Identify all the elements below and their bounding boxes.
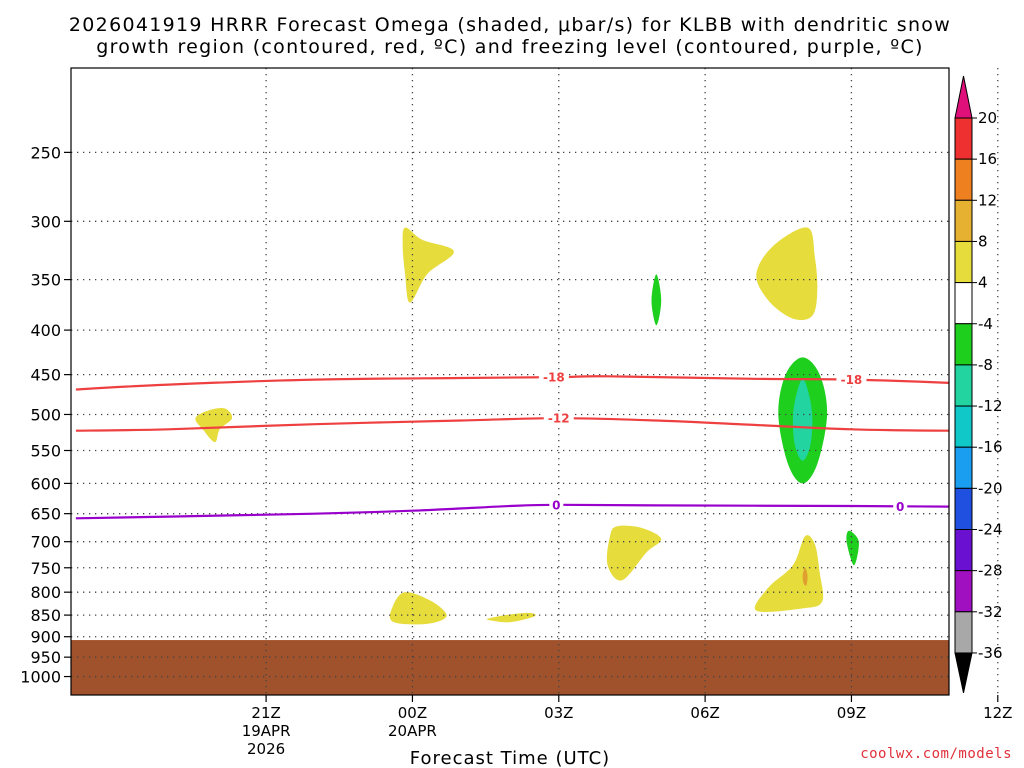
- omega-region-orange: [802, 567, 808, 586]
- colorbar-label: -36: [978, 644, 1003, 662]
- colorbar-label: -12: [978, 397, 1003, 415]
- colorbar-bin: [954, 487, 973, 531]
- colorbar-bin: [954, 570, 973, 613]
- colorbar-label: 12: [978, 191, 997, 209]
- contour-label-bg: [549, 497, 564, 512]
- contour-label-bg: [543, 411, 574, 426]
- colorbar-bin: [954, 611, 973, 654]
- contour-label: 0: [552, 498, 560, 512]
- colorbar-bin: [954, 240, 973, 284]
- colorbar-bin: [954, 405, 973, 448]
- colorbar-label: 20: [978, 109, 997, 127]
- y-tick-label: 950: [30, 648, 61, 667]
- omega-region-yellow: [756, 227, 818, 321]
- omega-shading: [195, 227, 859, 625]
- grid-lines: [71, 68, 999, 695]
- colorbar-label: -4: [978, 315, 993, 333]
- y-tick-label: 500: [30, 405, 61, 424]
- omega-region-yellow: [389, 592, 447, 625]
- colorbar-label: -16: [978, 438, 1003, 456]
- contour-line: [75, 417, 949, 432]
- chart-title-line2: growth region (contoured, red, ºC) and f…: [96, 36, 924, 58]
- omega-region-teal: [792, 378, 813, 461]
- omega-colorbar: 20 16 12 8 4 -4 -8 -12 -16 -20 -24 -28 -32 -36: [954, 75, 1003, 694]
- omega-region-yellow: [195, 407, 233, 443]
- x-tick-label: 06Z: [690, 704, 719, 722]
- omega-region-yellow: [754, 535, 824, 612]
- omega-region-green: [846, 530, 859, 566]
- plot-frame: [70, 67, 950, 696]
- x-tick-label: 12Z: [983, 704, 1012, 722]
- colorbar-label: -20: [978, 479, 1003, 497]
- y-tick-label: 450: [30, 366, 61, 385]
- y-axis-ticks: 250 300 350 400 450 500 550 600 650 700 750 800 850 9…: [20, 143, 71, 687]
- omega-region-yellow: [402, 227, 454, 303]
- ground-layer: [71, 640, 949, 695]
- contour-label: -18: [841, 373, 863, 387]
- x-tick-label: 2026: [247, 740, 285, 758]
- colorbar-label: 4: [978, 274, 988, 292]
- colorbar-label: -28: [978, 562, 1003, 580]
- colorbar-label: 16: [978, 150, 997, 168]
- y-tick-label: 250: [30, 143, 61, 162]
- y-tick-label: 1000: [20, 668, 61, 687]
- x-axis-label: Forecast Time (UTC): [410, 748, 610, 768]
- x-tick-label: 21Z: [251, 704, 280, 722]
- omega-region-yellow: [486, 612, 536, 623]
- contour-label: 0: [896, 500, 904, 514]
- y-tick-label: 650: [30, 505, 61, 524]
- source-credit[interactable]: coolwx.com/models: [860, 746, 1012, 762]
- colorbar-bin: [954, 323, 973, 366]
- y-tick-label: 700: [30, 533, 61, 552]
- colorbar-label: -32: [978, 603, 1003, 621]
- y-tick-label: 400: [30, 321, 61, 340]
- contour-line: [75, 375, 949, 391]
- contour-label: -18: [543, 371, 565, 385]
- y-tick-label: 800: [30, 583, 61, 602]
- x-tick-label: 19APR: [242, 722, 291, 740]
- y-tick-label: 600: [30, 474, 61, 493]
- temperature-contours: -18 -18 -12 0 0: [75, 370, 949, 520]
- contour-label-bg: [836, 372, 867, 387]
- colorbar-bottom-arrow: [954, 652, 973, 694]
- x-tick-label: 20APR: [388, 722, 437, 740]
- x-tick-label: 00Z: [398, 704, 427, 722]
- colorbar-label: -8: [978, 356, 993, 374]
- y-tick-label: 900: [30, 628, 61, 647]
- y-tick-label: 350: [30, 271, 61, 290]
- colorbar-bin: [954, 117, 973, 160]
- colorbar-bin: [954, 364, 973, 407]
- colorbar-bin: [954, 282, 973, 325]
- y-tick-label: 550: [30, 442, 61, 461]
- colorbar-bin: [954, 446, 973, 489]
- y-tick-label: 850: [30, 606, 61, 625]
- colorbar-label: -24: [978, 521, 1003, 539]
- contour-label: -12: [548, 412, 570, 426]
- colorbar-bin: [954, 529, 973, 572]
- contour-label-bg: [893, 499, 908, 514]
- omega-region-yellow: [606, 525, 662, 581]
- terrain-fill: [71, 640, 949, 695]
- y-tick-label: 750: [30, 559, 61, 578]
- colorbar-label: 8: [978, 232, 988, 250]
- x-tick-label: 09Z: [837, 704, 866, 722]
- contour-label-bg: [538, 370, 569, 385]
- chart-title-line1: 2026041919 HRRR Forecast Omega (shaded, …: [69, 14, 951, 36]
- colorbar-bin: [954, 158, 973, 201]
- colorbar-bin: [954, 199, 973, 242]
- y-tick-label: 300: [30, 212, 61, 231]
- colorbar-top-arrow: [954, 75, 973, 119]
- omega-region-green: [651, 274, 662, 326]
- x-tick-label: 03Z: [544, 704, 573, 722]
